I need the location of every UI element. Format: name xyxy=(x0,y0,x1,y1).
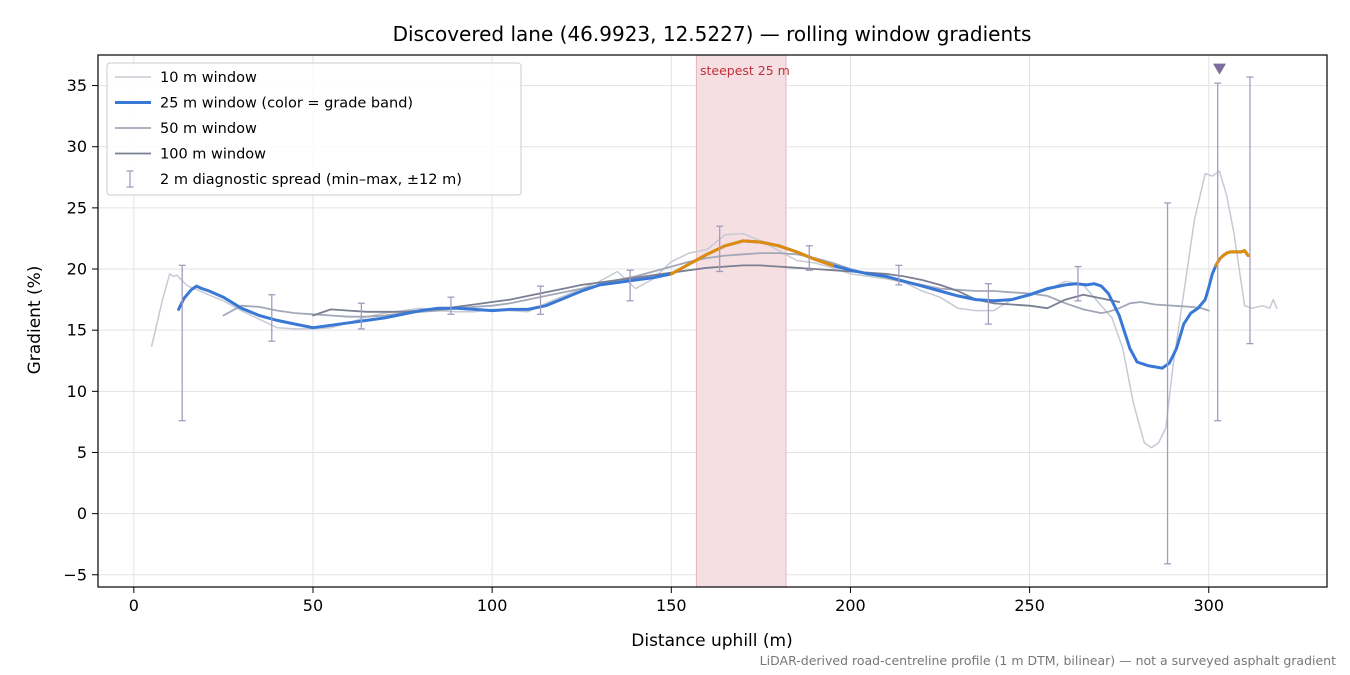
spread-bar xyxy=(716,225,724,273)
chart-title: Discovered lane (46.9923, 12.5227) — rol… xyxy=(393,22,1032,46)
spread-bar xyxy=(178,264,186,422)
x-tick-label: 100 xyxy=(477,596,508,615)
highlight-band xyxy=(695,54,787,588)
legend-entry: 50 m window xyxy=(115,121,257,137)
legend-entry: 25 m window (color = grade band) xyxy=(115,96,413,112)
highlight-band-label: steepest 25 m xyxy=(700,63,790,78)
footnote: LiDAR-derived road-centreline profile (1… xyxy=(760,653,1336,668)
legend-label: 10 m window xyxy=(160,70,257,86)
x-tick-label: 150 xyxy=(656,596,687,615)
y-tick-label: 20 xyxy=(67,260,87,279)
legend-entry: 2 m diagnostic spread (min–max, ±12 m) xyxy=(126,170,462,188)
legend-label: 25 m window (color = grade band) xyxy=(160,96,413,112)
spread-bar xyxy=(1164,202,1172,565)
y-tick-label: −5 xyxy=(63,565,87,584)
x-tick-label: 50 xyxy=(303,596,323,615)
legend-label: 2 m diagnostic spread (min–max, ±12 m) xyxy=(160,172,462,188)
grade-band-segment-0 xyxy=(669,239,834,276)
spread-bar xyxy=(626,269,634,302)
y-tick-label: 35 xyxy=(67,76,87,95)
y-tick-label: 15 xyxy=(67,321,87,340)
legend-label: 100 m window xyxy=(160,147,266,163)
y-tick-label: 10 xyxy=(67,382,87,401)
marker xyxy=(1213,63,1227,75)
legend-box xyxy=(106,62,522,196)
series-line-2 xyxy=(222,252,1210,318)
x-tick-label: 0 xyxy=(129,596,139,615)
y-axis-title: Gradient (%) xyxy=(25,266,45,375)
spread-bar xyxy=(357,302,365,330)
y-tick-label: 0 xyxy=(77,504,87,523)
legend-label: 50 m window xyxy=(160,121,257,137)
spread-bar xyxy=(1214,82,1222,422)
series-line-1 xyxy=(177,239,1250,370)
x-axis-title: Distance uphill (m) xyxy=(631,631,792,651)
spread-bar xyxy=(268,294,276,342)
x-tick-label: 250 xyxy=(1014,596,1045,615)
peak-marker xyxy=(1213,63,1227,75)
diagnostic-spread xyxy=(178,76,1254,565)
legend: 10 m window 25 m window (color = grade ba… xyxy=(106,62,522,196)
spread-bar xyxy=(895,264,903,286)
y-tick-label: 25 xyxy=(67,198,87,217)
legend-entry: 100 m window xyxy=(115,147,266,163)
legend-entry: 10 m window xyxy=(115,70,257,86)
x-tick-label: 200 xyxy=(835,596,866,615)
series-lines xyxy=(150,170,1278,449)
series-line-0 xyxy=(150,170,1278,449)
spread-bar xyxy=(537,285,545,315)
x-tick-label: 300 xyxy=(1193,596,1224,615)
spread-bar xyxy=(984,283,992,325)
steepest-band xyxy=(695,54,787,588)
spread-bar xyxy=(1246,76,1254,345)
y-tick-label: 30 xyxy=(67,137,87,156)
y-tick-label: 5 xyxy=(77,443,87,462)
axes: 0 50 100 150 200 250 300 −5 0 5 10 15 20 25 30 35 xyxy=(63,54,1328,615)
spread-bar xyxy=(447,296,455,315)
grade-band-segment-1 xyxy=(1214,249,1250,267)
axes-frame xyxy=(97,54,1328,588)
spread-bar xyxy=(805,245,813,271)
spread-bar xyxy=(1074,265,1082,302)
